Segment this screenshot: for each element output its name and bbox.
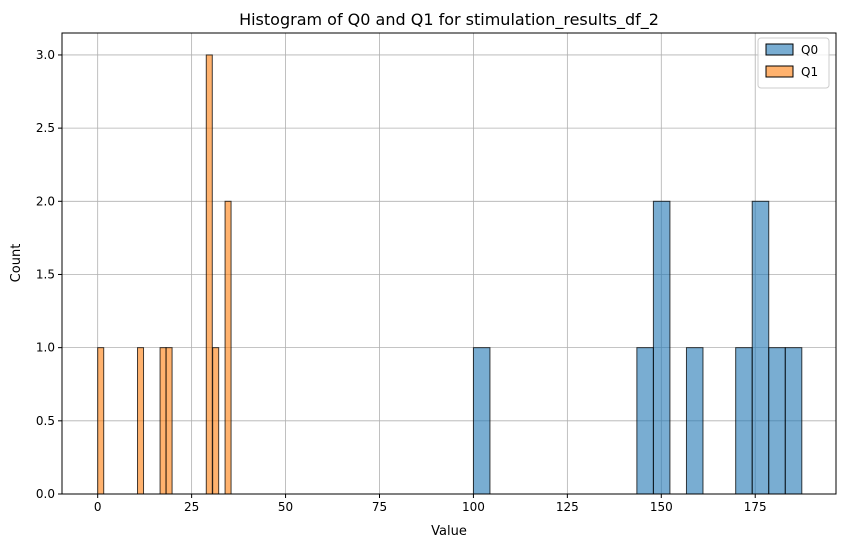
y-tick-label: 2.0	[36, 194, 55, 208]
y-tick-label: 3.0	[36, 48, 55, 62]
legend: Q0 Q1	[757, 37, 830, 89]
histogram-bar-q1	[97, 347, 105, 495]
legend-label-q0: Q0	[801, 43, 818, 57]
histogram-bar-q1	[205, 54, 213, 495]
histogram-bar-q1	[224, 200, 232, 495]
y-tick-label: 1.0	[36, 341, 55, 355]
y-tick-label: 0.0	[36, 487, 55, 501]
legend-label-q1: Q1	[801, 65, 818, 79]
y-tick-label: 1.5	[36, 267, 55, 281]
y-tick-label: 2.5	[36, 121, 55, 135]
x-tick-label: 25	[184, 500, 199, 514]
legend-swatch-q1	[765, 65, 794, 78]
x-tick-label: 75	[372, 500, 387, 514]
histogram-bar-q1	[165, 347, 173, 495]
x-tick-label: 150	[650, 500, 673, 514]
y-axis-label: Count	[9, 244, 24, 283]
x-tick-label: 50	[278, 500, 293, 514]
bar-layer	[97, 54, 803, 495]
axis-ticks: 0 25 50 75 100 125 150 175 0.0 0.5 1.0 1.5 2.0 2.5 3.0	[36, 48, 767, 514]
legend-swatch-q0	[765, 43, 794, 56]
histogram-bar-q0	[472, 347, 491, 495]
x-tick-label: 0	[94, 500, 102, 514]
x-axis-label: Value	[431, 524, 467, 539]
histogram-bar-q1	[212, 347, 220, 495]
histogram-bar-q0	[685, 347, 704, 495]
chart-title: Histogram of Q0 and Q1 for stimulation_r…	[239, 10, 659, 30]
histogram-bar-q1	[137, 347, 145, 495]
histogram-bar-q0	[652, 200, 671, 495]
histogram-bar-q0	[751, 200, 770, 495]
histogram-bar-q0	[636, 347, 654, 495]
histogram-bar-q0	[768, 347, 786, 495]
histogram-bar-q0	[784, 347, 803, 495]
x-tick-label: 175	[744, 500, 767, 514]
histogram-bar-q0	[735, 347, 753, 495]
plot-frame	[61, 32, 837, 495]
x-tick-label: 100	[462, 500, 485, 514]
x-tick-label: 125	[556, 500, 579, 514]
histogram-bar-q1	[159, 347, 167, 495]
y-tick-label: 0.5	[36, 414, 55, 428]
grid-lines	[62, 33, 836, 495]
